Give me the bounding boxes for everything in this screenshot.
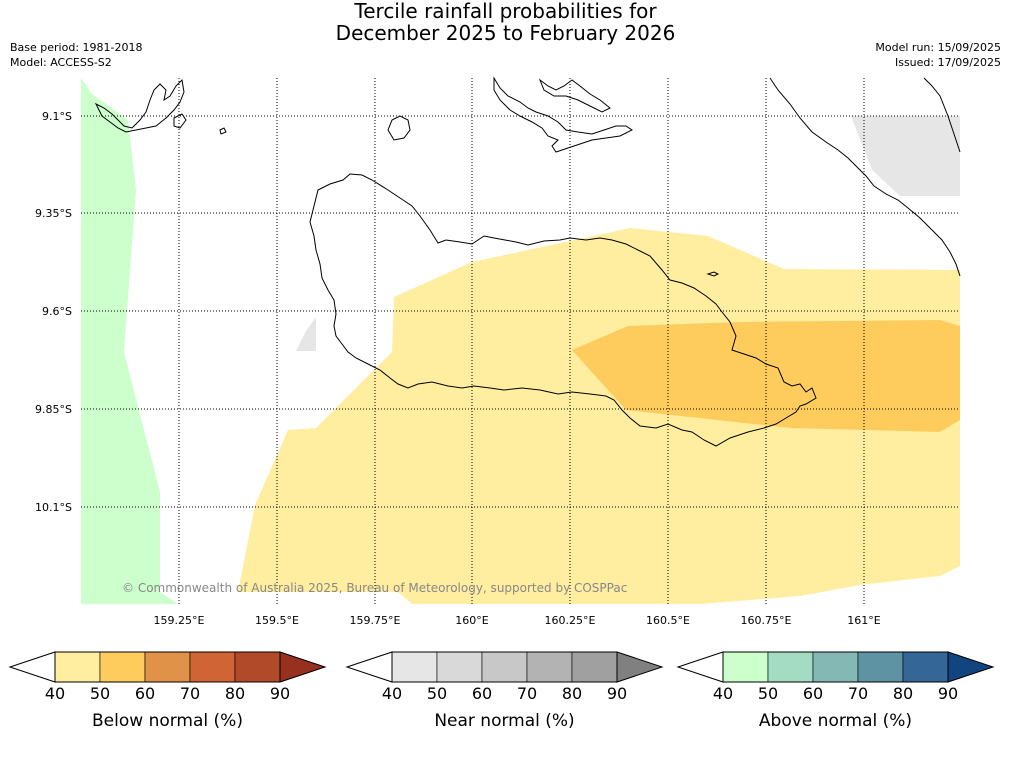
colorbar-segment: [54, 651, 101, 683]
savo-island-coastline: [387, 115, 411, 141]
malaita-coastline: [769, 77, 961, 277]
lon-label: 160.25°E: [545, 614, 596, 627]
colorbar-low-arrow: [676, 651, 724, 683]
colorbar-segment: [391, 651, 438, 683]
lon-label: 160°E: [455, 614, 488, 627]
issued-date: Issued: 17/09/2025: [894, 56, 1001, 69]
colorbar-tick-label: 70: [517, 684, 537, 703]
near-normal-colorbar: 40 50 60 70 80 90 Near normal (%): [345, 651, 664, 731]
guadalcanal-coastline: [309, 173, 817, 447]
colorbar-segment: [189, 651, 236, 683]
colorbar-high-arrow: [279, 651, 327, 683]
lat-label: 9.85°S: [35, 403, 72, 416]
lat-label: 10.1°S: [35, 501, 72, 514]
colorbar-tick-label: 50: [427, 684, 447, 703]
coastlines: [94, 76, 961, 447]
model-name: Model: ACCESS-S2: [10, 56, 112, 69]
title-line-2: December 2025 to February 2026: [335, 21, 676, 45]
colorbar-segment: [526, 651, 573, 683]
near-normal-region-northeast: [851, 116, 960, 196]
lat-label: 9.35°S: [35, 207, 72, 220]
colorbar-tick-label: 40: [713, 684, 733, 703]
lat-label: 9.1°S: [42, 110, 72, 123]
colorbar-tick-label: 40: [45, 684, 65, 703]
colorbar-title: Below normal (%): [92, 711, 243, 731]
lon-label: 160.75°E: [741, 614, 792, 627]
colorbar-tick-label: 70: [180, 684, 200, 703]
copyright-notice: © Commonwealth of Australia 2025, Bureau…: [122, 581, 627, 595]
run-info: Model run: 15/09/2025 Issued: 17/09/2025: [875, 40, 1001, 70]
colorbar-tick-label: 60: [803, 684, 823, 703]
colorbar-segment: [234, 651, 281, 683]
colorbar-segment: [571, 651, 618, 683]
russell-north-coastline: [538, 78, 611, 113]
lat-label: 9.6°S: [42, 305, 72, 318]
colorbar-tick-label: 60: [135, 684, 155, 703]
lon-label: 159.25°E: [154, 614, 205, 627]
lon-label: 159.75°E: [350, 614, 401, 627]
florida-islands-coastline: [94, 78, 185, 133]
florida-islet-coastline: [173, 113, 187, 129]
above-normal-region: [81, 78, 178, 604]
colorbar-segment: [436, 651, 483, 683]
colorbar-low-arrow: [8, 651, 56, 683]
colorbar-segment: [902, 651, 949, 683]
colorbar-high-arrow: [616, 651, 664, 683]
colorbar-tick-label: 40: [382, 684, 402, 703]
colorbar-segment: [481, 651, 528, 683]
lon-label: 161°E: [847, 614, 880, 627]
title-line-1: Tercile rainfall probabilities for: [354, 0, 657, 23]
near-normal-region-west: [296, 317, 316, 351]
model-info: Base period: 1981-2018 Model: ACCESS-S2: [10, 40, 142, 70]
colorbar-low-arrow: [345, 651, 393, 683]
colorbar-outline: [391, 651, 618, 683]
gridlines: [81, 78, 960, 604]
colorbar-segment: [722, 651, 769, 683]
colorbar-segment: [99, 651, 146, 683]
colorbar-segment: [812, 651, 859, 683]
base-period: Base period: 1981-2018: [10, 41, 143, 54]
model-run: Model run: 15/09/2025: [875, 41, 1001, 54]
colorbar-tick-label: 80: [893, 684, 913, 703]
russell-islands-coastline: [493, 76, 633, 153]
colorbar-title: Near normal (%): [434, 711, 574, 731]
colorbar-high-arrow: [947, 651, 995, 683]
colorbar-segment: [144, 651, 191, 683]
colorbar-segment: [857, 651, 904, 683]
colorbar-tick-label: 50: [758, 684, 778, 703]
malaita-north-coastline: [923, 77, 961, 153]
colorbar-tick-label: 70: [848, 684, 868, 703]
islet-coastline: [706, 271, 720, 277]
below-normal-colorbar: 40 50 60 70 80 90 Below normal (%): [8, 651, 327, 731]
colorbar-tick-label: 90: [938, 684, 958, 703]
colorbar-tick-label: 90: [607, 684, 627, 703]
colorbar-tick-label: 60: [472, 684, 492, 703]
colorbar-title: Above normal (%): [759, 711, 912, 731]
colorbar-tick-label: 90: [270, 684, 290, 703]
colorbar-outline: [54, 651, 281, 683]
lon-label: 160.5°E: [646, 614, 690, 627]
lon-label: 159.5°E: [255, 614, 299, 627]
colorbar-tick-label: 80: [562, 684, 582, 703]
above-normal-colorbar: 40 50 60 70 80 90 Above normal (%): [676, 651, 995, 731]
colorbar-outline: [722, 651, 949, 683]
map-title: Tercile rainfall probabilities for Decem…: [0, 0, 1011, 44]
colorbar-segment: [767, 651, 814, 683]
colorbar-tick-label: 80: [225, 684, 245, 703]
colorbar-tick-label: 50: [90, 684, 110, 703]
islet-small-coastline: [219, 127, 227, 135]
